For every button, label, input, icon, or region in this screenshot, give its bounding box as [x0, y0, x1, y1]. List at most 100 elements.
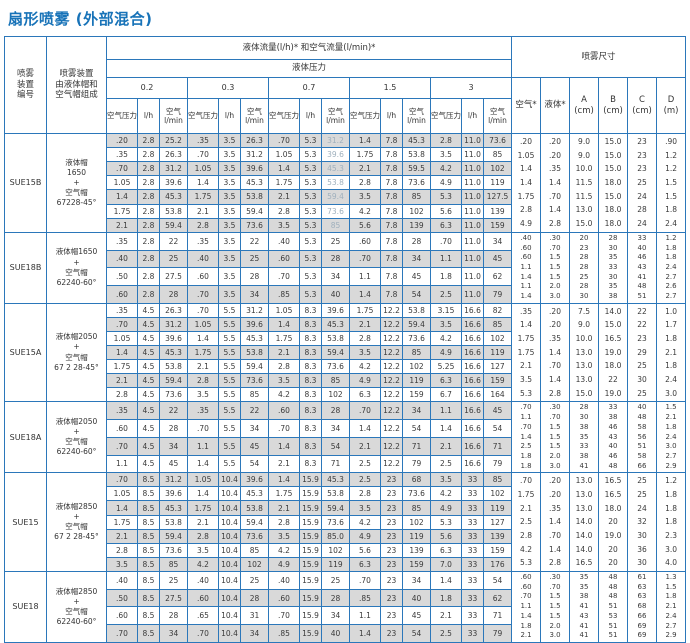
- spray-dimension-value: 13.0: [575, 503, 593, 513]
- spray-dimension-cell: .40.60.60 1.1 1.4 1.1 1.4: [511, 231, 542, 304]
- value-cell: 79: [482, 454, 513, 474]
- spray-dimension-value: 15.0: [604, 164, 622, 174]
- spray-dimension-cell: 1.3 1.5 1.8 2.1 2.4 2.7 2.9: [656, 571, 687, 643]
- value-cell: 1.05: [187, 316, 219, 332]
- spray-dimension-value: 68: [637, 602, 647, 611]
- spray-column-header: 液体*: [540, 77, 571, 134]
- sub-column-header: l/h: [380, 98, 403, 134]
- value-cell: 5.3: [299, 284, 322, 304]
- value-cell: 3.5: [430, 472, 462, 488]
- value-cell: 1.8: [430, 588, 462, 608]
- value-cell: 59.4: [159, 528, 188, 544]
- spray-dimension-value: .60: [520, 253, 532, 262]
- spray-dimension-value: 1.75: [517, 347, 535, 357]
- spray-dimension-cell: 13.0 13.0 13.0 14.0 14.0 14.0 16.5: [569, 472, 600, 573]
- value-cell: 8.3: [299, 344, 322, 361]
- value-cell: 23: [380, 472, 403, 488]
- value-cell: 1.1: [349, 606, 381, 626]
- value-cell: 5.5: [218, 316, 241, 332]
- value-cell: 85: [240, 542, 269, 558]
- value-cell: 16.6: [461, 373, 484, 389]
- spray-dimension-value: 2.1: [665, 602, 677, 611]
- value-cell: 1.1: [430, 249, 462, 269]
- value-cell: 39.6: [159, 486, 188, 502]
- spray-column-header: B (cm): [598, 77, 629, 134]
- value-cell: 11.0: [461, 175, 484, 191]
- spray-dimension-value: 20: [608, 517, 618, 527]
- value-cell: 8.5: [137, 588, 160, 608]
- value-cell: 73.6: [240, 373, 269, 389]
- value-cell: 8.3: [299, 359, 322, 375]
- value-cell: 62: [482, 588, 513, 608]
- spray-dimension-value: 38: [579, 451, 589, 460]
- value-cell: 2.1: [430, 436, 462, 456]
- value-cell: 4.5: [137, 302, 160, 318]
- value-cell: 4.5: [137, 316, 160, 332]
- spray-dimension-value: 35: [579, 573, 589, 582]
- spray-dimension-value: 3.0: [549, 291, 561, 300]
- value-cell: 59.4: [159, 373, 188, 389]
- value-cell: 34: [240, 284, 269, 304]
- spray-dimension-value: 1.05: [517, 150, 535, 160]
- value-cell: 3.5: [430, 316, 462, 332]
- value-cell: 45: [482, 401, 513, 421]
- spray-dimension-value: 1.3: [665, 573, 677, 582]
- spray-dimension-value: 48: [608, 573, 618, 582]
- spray-dimension-value: 25: [637, 178, 647, 188]
- spray-dimension-value: 40: [637, 403, 647, 412]
- value-cell: 8.3: [299, 316, 322, 332]
- spray-dimension-value: 1.75: [517, 334, 535, 343]
- value-cell: 2.5: [430, 284, 462, 304]
- value-cell: 34: [402, 571, 431, 590]
- spray-dimension-value: 1.1: [520, 262, 532, 271]
- value-cell: 7.8: [380, 267, 403, 286]
- spray-dimension-value: 1.4: [520, 164, 532, 174]
- value-cell: 4.9: [349, 528, 381, 544]
- value-cell: 73.6: [321, 359, 350, 375]
- value-cell: 7.8: [380, 284, 403, 304]
- value-cell: 159: [482, 373, 513, 389]
- spray-dimension-value: 28: [579, 403, 589, 412]
- value-cell: 5.6: [349, 217, 381, 233]
- spray-dimension-value: 23: [637, 150, 647, 160]
- spray-dimension-value: 1.8: [520, 621, 532, 630]
- spray-dimension-value: .60: [520, 582, 532, 591]
- spray-dimension-value: .20: [549, 150, 561, 160]
- value-cell: 39.6: [321, 147, 350, 163]
- spray-dimension-value: 35: [579, 582, 589, 591]
- spray-dimension-cell: .20 .20 .35 1.4 .70 1.4 2.8: [540, 302, 571, 403]
- spray-dimension-value: 2.3: [665, 531, 677, 540]
- value-cell: .70: [430, 231, 462, 251]
- value-cell: 4.5: [137, 344, 160, 361]
- value-cell: .70: [349, 249, 381, 269]
- spray-dimension-value: 2.7: [665, 291, 677, 300]
- spray-dimension-value: 33: [579, 442, 589, 451]
- value-cell: 45: [402, 267, 431, 286]
- spray-dimension-value: .30: [549, 233, 561, 242]
- spray-dimension-value: 38: [579, 592, 589, 601]
- spray-dimension-value: 1.4: [549, 517, 561, 527]
- value-cell: 53.8: [159, 203, 188, 219]
- value-cell: 33: [461, 542, 484, 558]
- spray-dimension-value: 2.1: [665, 413, 677, 422]
- value-cell: 85: [402, 500, 431, 516]
- spray-dimension-value: 1.8: [520, 451, 532, 460]
- spray-dimension-value: 1.5: [665, 178, 677, 188]
- value-cell: .35: [106, 231, 138, 251]
- value-cell: 22: [159, 401, 188, 421]
- value-cell: .70: [187, 147, 219, 163]
- value-cell: 31.2: [321, 132, 350, 149]
- value-cell: .60: [106, 606, 138, 626]
- value-cell: 4.5: [137, 330, 160, 346]
- spray-dimension-value: 2.7: [665, 272, 677, 281]
- value-cell: 3.5: [218, 147, 241, 163]
- value-cell: 4.9: [430, 500, 462, 516]
- spray-dimension-value: 63: [637, 592, 647, 601]
- spray-dimension-value: 2.0: [549, 282, 561, 291]
- value-cell: 1.4: [106, 189, 138, 205]
- spray-dimension-value: 24: [637, 219, 647, 229]
- spray-dimension-value: 1.8: [665, 489, 677, 499]
- value-cell: 4.9: [430, 344, 462, 361]
- value-cell: 12.2: [380, 359, 403, 375]
- spray-dimension-value: 9.0: [578, 137, 590, 146]
